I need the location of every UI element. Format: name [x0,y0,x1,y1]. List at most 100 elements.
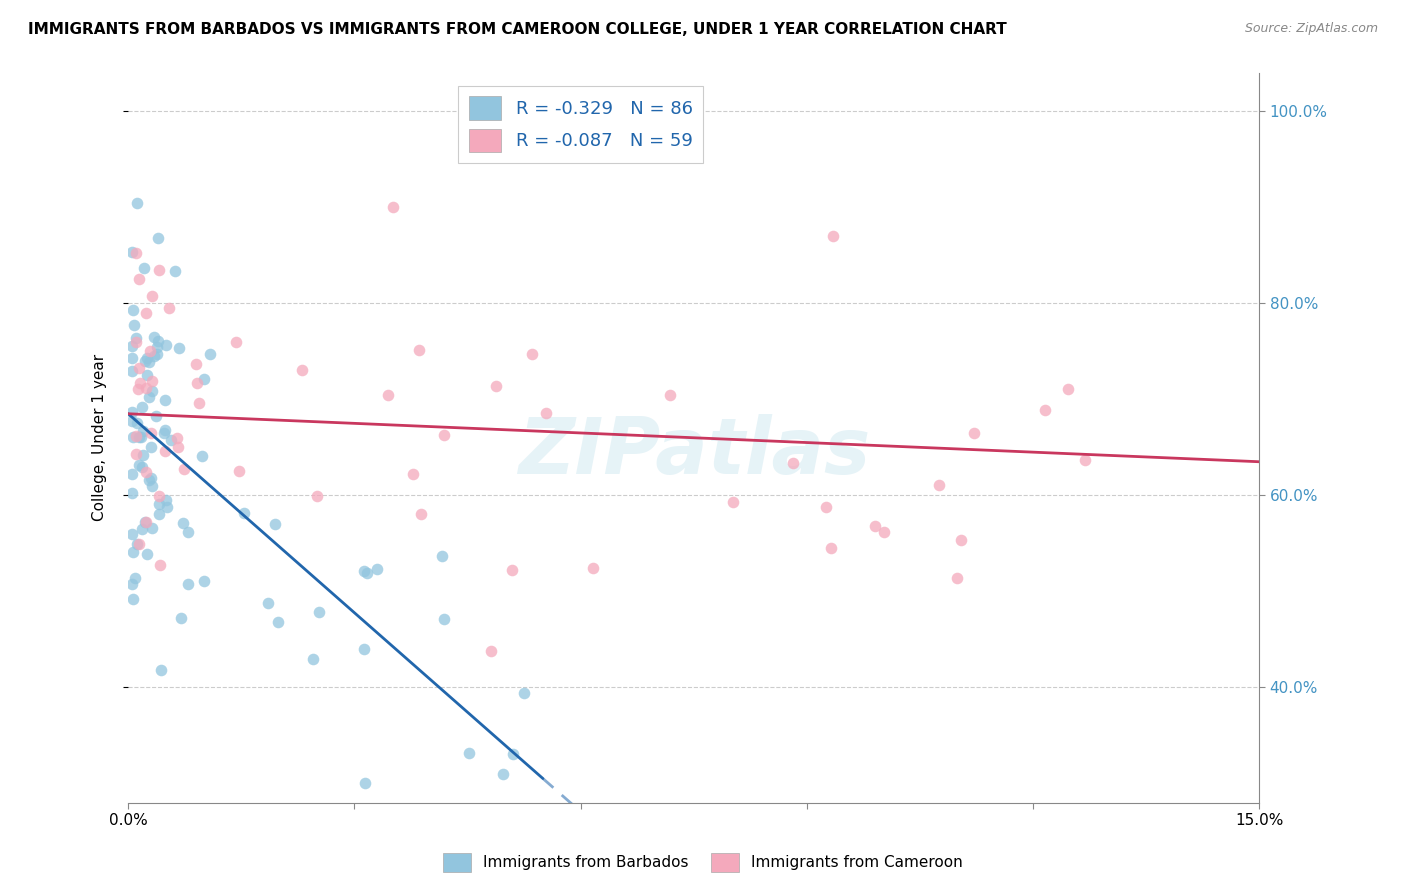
Point [308,605,330,619]
Point [814,500,837,514]
Point [135,515,157,529]
Point [430,549,453,564]
Point [193,574,215,588]
Point [173,462,195,476]
Point [821,228,844,243]
Point [353,641,375,656]
Point [458,747,481,761]
Point [155,338,177,352]
Point [302,652,325,666]
Point [149,558,172,572]
Point [187,396,209,410]
Point [184,357,207,371]
Text: IMMIGRANTS FROM BARBADOS VS IMMIGRANTS FROM CAMEROON COLLEGE, UNDER 1 YEAR CORRE: IMMIGRANTS FROM BARBADOS VS IMMIGRANTS F… [28,22,1007,37]
Point [148,508,170,522]
Point [141,375,163,389]
Point [963,426,986,441]
Point [485,378,508,392]
Point [820,541,842,555]
Point [127,382,149,396]
Point [186,376,208,390]
Point [132,448,155,462]
Point [148,262,170,277]
Point [1074,453,1097,467]
Point [402,467,425,481]
Point [721,495,744,509]
Point [481,644,503,658]
Point [353,564,375,578]
Point [782,456,804,470]
Point [305,489,328,503]
Point [136,547,159,561]
Point [382,200,405,214]
Point [354,776,377,790]
Point [138,474,160,488]
Point [129,430,152,444]
Point [121,405,143,419]
Point [125,246,148,260]
Point [139,471,162,485]
Point [501,563,523,577]
Text: ZIPatlas: ZIPatlas [517,415,870,491]
Point [152,425,174,440]
Point [142,349,165,363]
Point [136,351,159,365]
Point [1057,382,1080,396]
Point [138,344,160,359]
Point [153,392,176,407]
Point [146,231,169,245]
Point [228,464,250,478]
Point [121,245,143,260]
Point [225,334,247,349]
Point [153,424,176,438]
Point [121,467,143,481]
Point [128,361,150,376]
Point [131,459,153,474]
Point [132,424,155,438]
Point [122,318,145,332]
Point [582,561,605,575]
Point [167,440,190,454]
Point [125,447,148,461]
Text: Source: ZipAtlas.com: Source: ZipAtlas.com [1244,22,1378,36]
Point [408,343,430,357]
Point [156,500,179,515]
Point [122,592,145,607]
Point [145,340,167,354]
Point [166,432,188,446]
Point [131,522,153,536]
Point [153,444,176,458]
Point [121,364,143,378]
Point [131,401,153,415]
Point [433,428,456,442]
Point [135,465,157,479]
Point [128,430,150,444]
Point [291,362,314,376]
Point [863,518,886,533]
Point [121,339,143,353]
Y-axis label: College, Under 1 year: College, Under 1 year [93,354,107,521]
Point [155,493,177,508]
Point [167,341,190,355]
Point [125,334,148,349]
Point [143,330,166,344]
Point [872,524,894,539]
Point [502,747,524,761]
Point [134,354,156,368]
Point [267,615,290,629]
Point [264,517,287,532]
Point [433,612,456,626]
Point [356,566,378,580]
Point [121,430,143,444]
Point [122,303,145,318]
Point [135,381,157,395]
Point [950,533,973,548]
Point [121,526,143,541]
Legend: Immigrants from Barbados, Immigrants from Cameroon: Immigrants from Barbados, Immigrants fro… [436,845,970,880]
Point [124,571,146,585]
Point [134,515,156,529]
Point [135,306,157,320]
Point [198,347,221,361]
Point [928,477,950,491]
Point [172,516,194,530]
